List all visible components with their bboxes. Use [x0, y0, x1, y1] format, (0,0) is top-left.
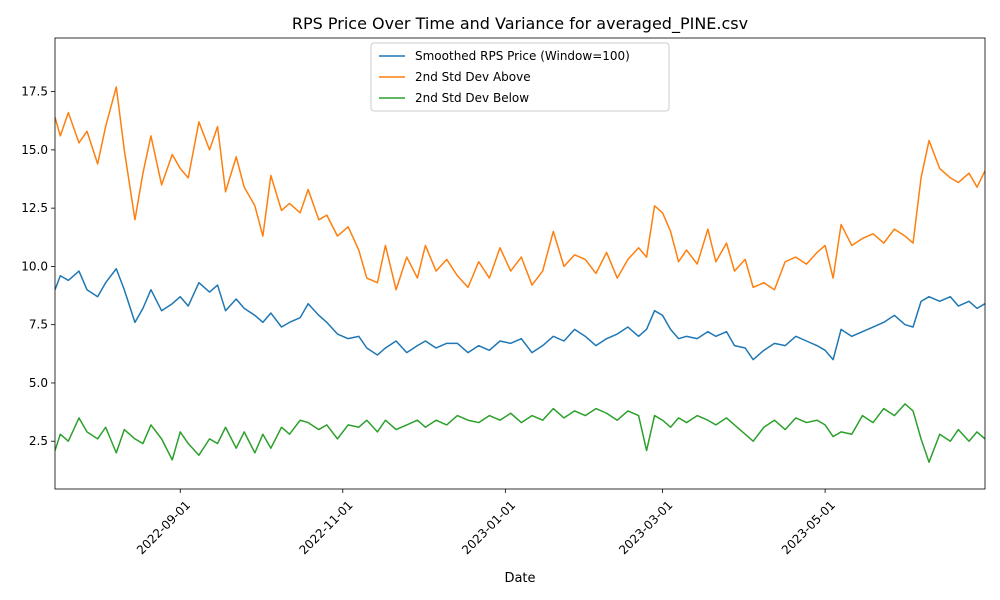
y-tick-label: 2.5	[29, 434, 48, 448]
legend: Smoothed RPS Price (Window=100) 2nd Std D…	[370, 42, 670, 112]
legend-label-1: 2nd Std Dev Above	[415, 70, 531, 84]
series-line-1	[55, 86, 985, 291]
chart-title: RPS Price Over Time and Variance for ave…	[292, 14, 748, 34]
series-line-2	[55, 403, 985, 463]
legend-label-2: 2nd Std Dev Below	[415, 91, 529, 105]
y-tick-label: 15.0	[21, 143, 48, 157]
y-tick-label: 10.0	[21, 259, 48, 273]
legend-box	[370, 42, 670, 112]
series-line-0	[55, 267, 985, 361]
plot-area	[54, 37, 986, 490]
y-tick-label: 17.5	[21, 85, 48, 99]
y-axis: 2.5 5.0 7.5 10.0 12.5 15.0 17.5	[21, 85, 55, 448]
y-tick-label: 7.5	[29, 318, 48, 332]
legend-label-0: Smoothed RPS Price (Window=100)	[415, 49, 630, 63]
plot-frame	[54, 37, 986, 490]
x-axis-label: Date	[504, 571, 535, 586]
y-tick-label: 5.0	[29, 376, 48, 390]
y-tick-label: 12.5	[21, 201, 48, 215]
